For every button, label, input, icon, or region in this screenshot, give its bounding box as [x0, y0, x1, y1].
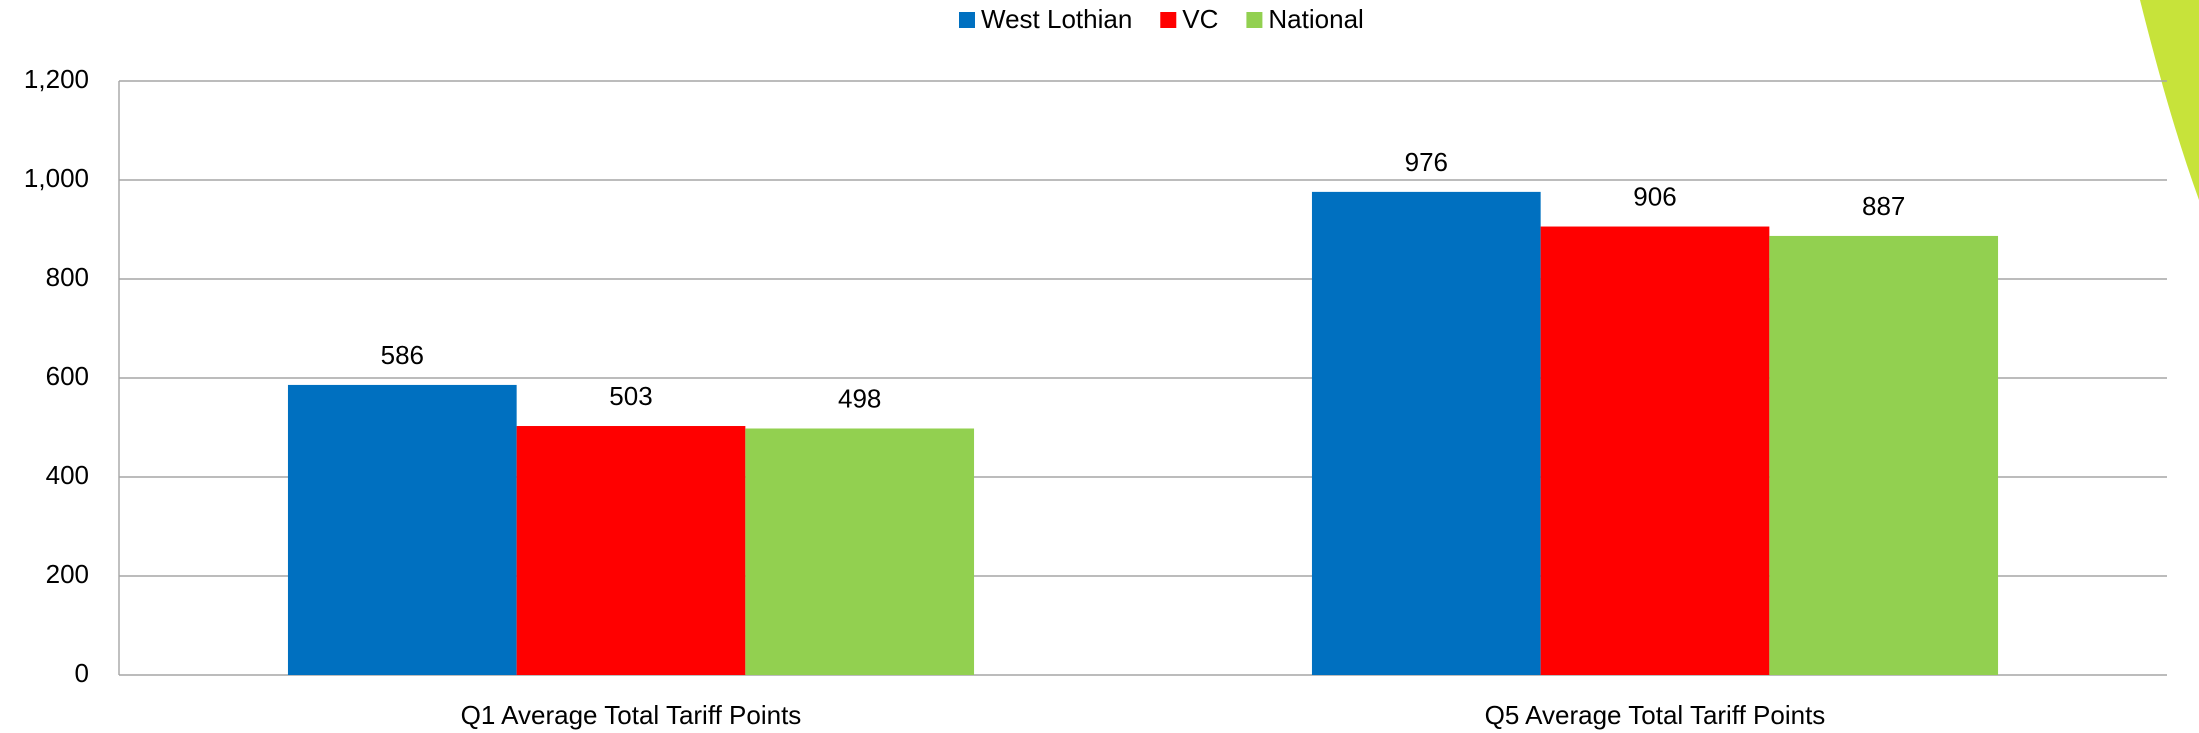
y-tick-label: 1,000 [24, 163, 89, 193]
y-tick-label: 200 [46, 559, 89, 589]
y-tick-label: 1,200 [24, 64, 89, 94]
y-tick-label: 0 [75, 658, 89, 688]
legend-swatch [1160, 12, 1176, 28]
legend-label: National [1268, 4, 1363, 34]
data-label: 503 [609, 381, 652, 411]
legend-label: VC [1182, 4, 1218, 34]
page: {"chart_data": {"type": "bar", "categori… [0, 0, 2199, 733]
legend-label: West Lothian [981, 4, 1132, 34]
bar [745, 428, 974, 675]
data-label: 887 [1862, 191, 1905, 221]
x-tick-label: Q5 Average Total Tariff Points [1485, 700, 1826, 730]
data-label: 498 [838, 383, 881, 413]
y-tick-label: 400 [46, 460, 89, 490]
decoration [2140, 0, 2199, 200]
data-label: 976 [1405, 147, 1448, 177]
legend-swatch [1246, 12, 1262, 28]
bar [1769, 236, 1998, 675]
legend-swatch [959, 12, 975, 28]
data-label: 906 [1633, 181, 1676, 211]
x-tick-label: Q1 Average Total Tariff Points [461, 700, 802, 730]
bar [517, 426, 746, 675]
y-tick-label: 600 [46, 361, 89, 391]
chart: 0 200 400 600 800 1,000 1,200 Q1 Average Total … [0, 0, 2199, 733]
bar [1312, 192, 1541, 675]
y-tick-label: 800 [46, 262, 89, 292]
bar [1541, 227, 1770, 675]
data-label: 586 [381, 340, 424, 370]
bar [288, 385, 517, 675]
